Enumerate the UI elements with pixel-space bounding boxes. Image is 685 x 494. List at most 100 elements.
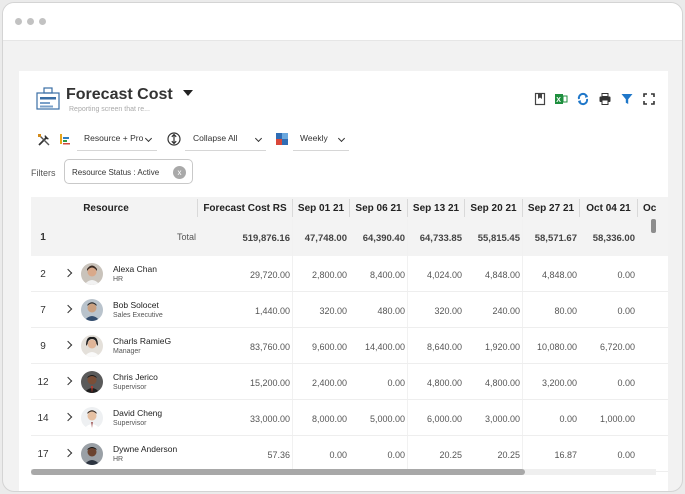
- resource-name[interactable]: David Cheng: [113, 408, 163, 418]
- week-cell: 320.00: [319, 306, 347, 316]
- row-number: 17: [37, 449, 49, 460]
- total-oct-04: 58,336.00: [592, 233, 635, 244]
- refresh-icon[interactable]: [576, 92, 590, 106]
- table-row[interactable]: 14 David Cheng Supervisor 33,000.00 8,00…: [31, 400, 668, 436]
- resource-name[interactable]: Alexa Chan: [113, 264, 157, 274]
- window-dot-1[interactable]: [15, 18, 22, 25]
- collapse-icon[interactable]: [167, 132, 181, 146]
- header-divider[interactable]: [637, 199, 638, 217]
- total-forecast-cost: 519,876.16: [242, 233, 290, 244]
- week-cell: 240.00: [492, 306, 520, 316]
- chevron-down-icon: [144, 134, 153, 143]
- header-divider[interactable]: [522, 199, 523, 217]
- filter-chip[interactable]: Resource Status : Active x: [64, 159, 193, 184]
- column-header-sep-20[interactable]: Sep 20 21: [470, 203, 517, 214]
- table-row[interactable]: 7 Bob Solocet Sales Executive 1,440.00 3…: [31, 292, 668, 328]
- tools-icon[interactable]: [37, 133, 51, 147]
- column-header-resource[interactable]: Resource: [83, 203, 129, 214]
- vertical-scrollbar[interactable]: [651, 219, 656, 233]
- period-dropdown[interactable]: Weekly: [293, 129, 349, 151]
- page-title: Forecast Cost: [66, 86, 173, 103]
- week-cell: 0.00: [617, 270, 635, 280]
- week-cell: 0.00: [559, 414, 577, 424]
- horizontal-scrollbar[interactable]: [31, 469, 525, 475]
- table-row[interactable]: 2 Alexa Chan HR 29,720.00 2,800.00 8,400…: [31, 256, 668, 292]
- column-header-oct-04[interactable]: Oct 04 21: [586, 203, 631, 214]
- week-cell: 4,848.00: [541, 270, 577, 280]
- expand-row-icon[interactable]: [63, 448, 73, 458]
- title-dropdown-icon[interactable]: [183, 90, 193, 96]
- week-cell: 10,080.00: [536, 342, 577, 352]
- week-cell: 320.00: [434, 306, 462, 316]
- week-cell: 80.00: [554, 306, 577, 316]
- fullscreen-icon[interactable]: [642, 92, 656, 106]
- resource-name[interactable]: Charls RamieG: [113, 336, 172, 346]
- remove-filter-icon[interactable]: x: [173, 166, 186, 179]
- total-row: 1 Total 519,876.16 47,748.00 64,390.40 6…: [31, 219, 668, 256]
- week-cell: 0.00: [387, 378, 405, 388]
- week-cell: 14,400.00: [364, 342, 405, 352]
- column-header-forecast-cost[interactable]: Forecast Cost RS: [203, 203, 287, 214]
- table-row[interactable]: 17 Dywne Anderson HR 57.36 0.00 0.00 20.…: [31, 436, 668, 472]
- collapse-value: Collapse All: [193, 133, 238, 143]
- week-cell: 6,000.00: [426, 414, 462, 424]
- print-icon[interactable]: [598, 92, 612, 106]
- resource-name[interactable]: Dywne Anderson: [113, 444, 178, 454]
- avatar: [81, 407, 103, 429]
- window-dot-2[interactable]: [27, 18, 34, 25]
- column-header-sep-13[interactable]: Sep 13 21: [412, 203, 460, 214]
- chevron-down-icon: [337, 134, 346, 143]
- header-divider[interactable]: [197, 199, 198, 217]
- expand-row-icon[interactable]: [63, 412, 73, 422]
- row-number: 2: [40, 269, 46, 280]
- report-app-icon: [36, 87, 60, 110]
- table-row[interactable]: 9 Charls RamieG Manager 83,760.00 9,600.…: [31, 328, 668, 364]
- week-cell: 4,800.00: [484, 378, 520, 388]
- week-cell: 2,800.00: [311, 270, 347, 280]
- group-by-icon: [60, 134, 70, 145]
- week-cell: 1,000.00: [599, 414, 635, 424]
- resource-name[interactable]: Bob Solocet: [113, 300, 159, 310]
- week-cell: 4,024.00: [426, 270, 462, 280]
- expand-row-icon[interactable]: [63, 268, 73, 278]
- week-cell: 0.00: [617, 450, 635, 460]
- header-divider[interactable]: [579, 199, 580, 217]
- expand-row-icon[interactable]: [63, 304, 73, 314]
- expand-row-icon[interactable]: [63, 340, 73, 350]
- resource-role: Supervisor: [113, 384, 147, 391]
- week-cell: 8,000.00: [311, 414, 347, 424]
- expand-row-icon[interactable]: [63, 376, 73, 386]
- bookmark-icon[interactable]: [533, 92, 547, 106]
- week-cell: 4,848.00: [484, 270, 520, 280]
- group-by-dropdown[interactable]: Resource + Pro: [77, 129, 157, 151]
- avatar: [81, 335, 103, 357]
- forecast-cost-cell: 1,440.00: [254, 306, 290, 316]
- avatar: [81, 443, 103, 465]
- week-cell: 5,000.00: [369, 414, 405, 424]
- week-cell: 0.00: [387, 450, 405, 460]
- column-header-sep-01[interactable]: Sep 01 21: [297, 203, 345, 214]
- svg-text:X: X: [556, 97, 561, 104]
- total-label: Total: [176, 232, 196, 242]
- header-divider[interactable]: [292, 199, 293, 217]
- table-row[interactable]: 12 Chris Jerico Supervisor 15,200.00 2,4…: [31, 364, 668, 400]
- total-sep-01: 47,748.00: [304, 233, 347, 244]
- resource-name[interactable]: Chris Jerico: [113, 372, 158, 382]
- collapse-dropdown[interactable]: Collapse All: [185, 129, 266, 151]
- header-divider[interactable]: [349, 199, 350, 217]
- week-cell: 9,600.00: [311, 342, 347, 352]
- column-header-sep-27[interactable]: Sep 27 21: [527, 203, 575, 214]
- total-sep-27: 58,571.67: [534, 233, 577, 244]
- window-dot-3[interactable]: [39, 18, 46, 25]
- column-header-oct-partial[interactable]: Oc: [643, 203, 657, 214]
- header-divider[interactable]: [407, 199, 408, 217]
- header-divider[interactable]: [464, 199, 465, 217]
- column-header-sep-06[interactable]: Sep 06 21: [355, 203, 402, 214]
- filter-icon[interactable]: [620, 92, 634, 106]
- week-cell: 1,920.00: [484, 342, 520, 352]
- forecast-grid: Resource Forecast Cost RS Sep 01 21 Sep …: [31, 197, 668, 475]
- excel-export-icon[interactable]: X: [554, 92, 568, 106]
- resource-role: Manager: [113, 348, 141, 355]
- chevron-down-icon: [254, 134, 263, 143]
